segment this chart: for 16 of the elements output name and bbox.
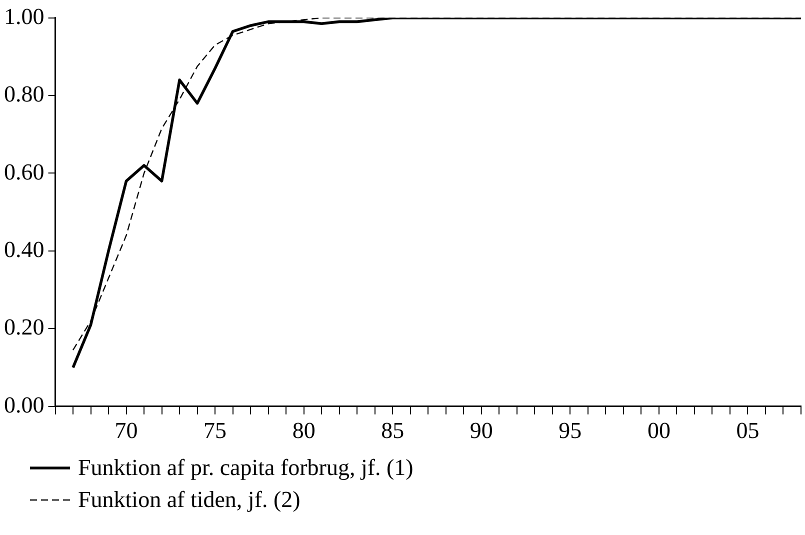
x-tick-label: 80	[292, 418, 316, 444]
y-tick-label: 0.20	[4, 314, 44, 340]
y-tick-label: 0.00	[4, 392, 44, 418]
y-tick-label: 1.00	[4, 4, 44, 29]
legend-label: Funktion af pr. capita forbrug, jf. (1)	[78, 455, 414, 481]
x-tick-label: 70	[114, 418, 138, 444]
x-tick-label: 00	[647, 418, 670, 444]
x-tick-label: 85	[381, 418, 404, 444]
x-tick-label: 90	[470, 418, 493, 444]
y-tick-label: 0.80	[4, 82, 44, 107]
x-tick-label: 75	[204, 418, 227, 444]
y-tick-label: 0.60	[4, 159, 44, 184]
y-tick-label: 0.40	[4, 237, 44, 262]
x-tick-label: 95	[558, 418, 582, 444]
x-tick-label: 05	[736, 418, 760, 444]
legend-label: Funktion af tiden, jf. (2)	[78, 487, 300, 513]
